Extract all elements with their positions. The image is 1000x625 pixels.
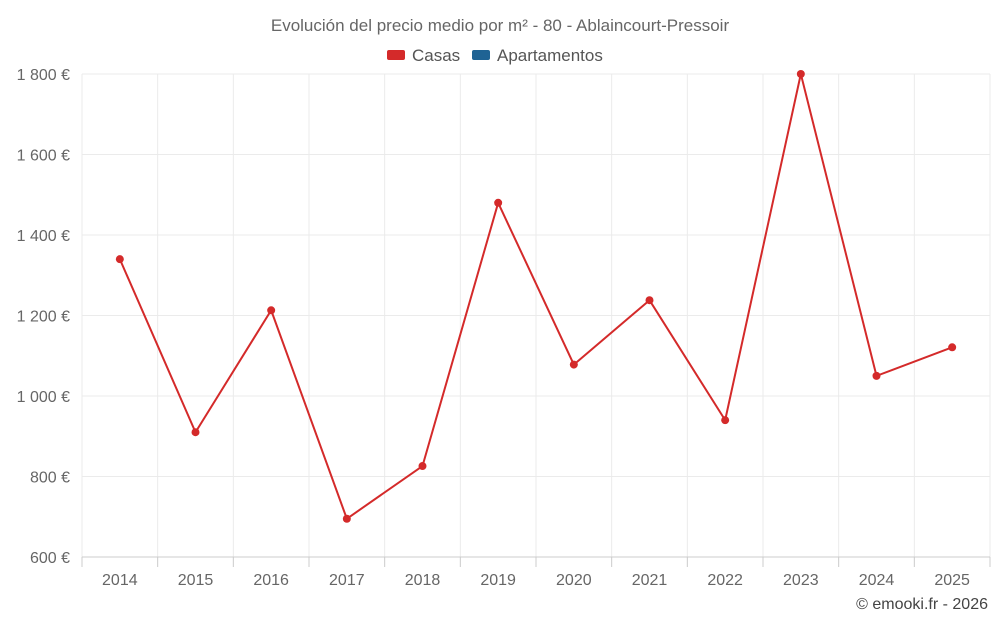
data-point[interactable] bbox=[721, 416, 730, 425]
series bbox=[115, 70, 957, 523]
data-point[interactable] bbox=[342, 514, 351, 523]
x-tick-label: 2020 bbox=[556, 572, 592, 589]
y-tick-label: 1 000 € bbox=[17, 389, 70, 406]
grid bbox=[81, 73, 991, 557]
x-tick-label: 2016 bbox=[253, 572, 289, 589]
x-tick-label: 2022 bbox=[707, 572, 743, 589]
data-point[interactable] bbox=[796, 70, 805, 78]
y-tick-label: 1 800 € bbox=[17, 67, 70, 84]
legend-label-apartamentos: Apartamentos bbox=[497, 46, 603, 65]
y-tick-label: 1 200 € bbox=[17, 309, 70, 326]
x-tick-label: 2024 bbox=[859, 572, 895, 589]
axes: 600 € 800 € 1 000 € 1 200 € 1 400 € 1 600 € 1 … bbox=[17, 67, 991, 589]
x-tick-label: 2021 bbox=[632, 572, 668, 589]
data-point[interactable] bbox=[418, 462, 427, 471]
legend-item-apartamentos[interactable]: Apartamentos bbox=[472, 46, 603, 65]
x-tick-label: 2018 bbox=[405, 572, 441, 589]
x-tick-label: 2023 bbox=[783, 572, 819, 589]
data-point[interactable] bbox=[494, 198, 503, 207]
data-point[interactable] bbox=[115, 255, 124, 264]
data-point[interactable] bbox=[191, 428, 200, 437]
legend: Casas Apartamentos bbox=[387, 46, 603, 65]
y-tick-label: 600 € bbox=[30, 550, 70, 567]
data-point[interactable] bbox=[872, 371, 881, 380]
data-point[interactable] bbox=[645, 296, 654, 305]
x-tick-label: 2017 bbox=[329, 572, 365, 589]
x-tick-label: 2019 bbox=[480, 572, 516, 589]
y-tick-label: 1 600 € bbox=[17, 148, 70, 165]
legend-swatch-apartamentos bbox=[472, 50, 490, 60]
legend-label-casas: Casas bbox=[412, 46, 460, 65]
data-point[interactable] bbox=[267, 306, 276, 315]
series-line-0 bbox=[118, 73, 954, 520]
data-point[interactable] bbox=[569, 360, 578, 369]
credit-text: © emooki.fr - 2026 bbox=[856, 596, 988, 613]
y-tick-label: 800 € bbox=[30, 470, 70, 487]
x-tick-label: 2015 bbox=[178, 572, 214, 589]
y-tick-label: 1 400 € bbox=[17, 228, 70, 245]
legend-item-casas[interactable]: Casas bbox=[387, 46, 460, 65]
chart-title: Evolución del precio medio por m² - 80 -… bbox=[271, 16, 730, 35]
x-tick-label: 2025 bbox=[934, 572, 970, 589]
x-tick-label: 2014 bbox=[102, 572, 138, 589]
legend-swatch-casas bbox=[387, 50, 405, 60]
data-point[interactable] bbox=[948, 343, 957, 352]
